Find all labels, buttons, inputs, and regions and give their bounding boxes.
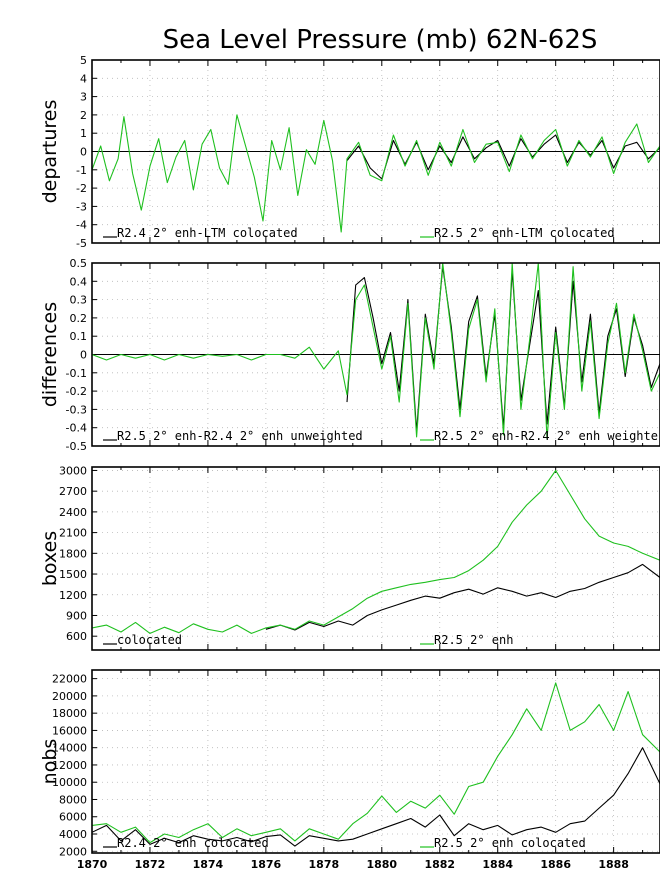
y-tick-label: 3000 xyxy=(59,464,87,477)
y-tick-label: -0.1 xyxy=(66,367,87,380)
chart-panels: -5 -4 -3 -2 -1 0 1 2 3 4 5 departures R2.4 2° enh-LT… xyxy=(39,54,660,871)
y-tick-label: 1500 xyxy=(59,568,87,581)
series-line-a xyxy=(265,563,660,631)
y-axis-label: boxes xyxy=(39,531,61,586)
y-tick-label: 0.4 xyxy=(70,275,88,288)
x-tick-label: 1876 xyxy=(251,858,282,871)
y-tick-label: 8000 xyxy=(59,793,87,806)
legend-label: R2.5 2° enh-R2.4 2° enh unweighted xyxy=(117,429,363,443)
legend-label: R2.4 2° enh colocated xyxy=(117,836,269,850)
legend-label: R2.4 2° enh-LTM colocated xyxy=(117,226,298,240)
y-tick-label: 20000 xyxy=(52,690,87,703)
y-tick-label: 3 xyxy=(80,91,87,104)
y-tick-label: -0.5 xyxy=(66,440,87,453)
y-tick-label: -0.4 xyxy=(66,422,87,435)
y-tick-label: 16000 xyxy=(52,724,87,737)
y-tick-label: 4 xyxy=(80,72,87,85)
x-tick-label: 1888 xyxy=(598,858,629,871)
x-tick-label: 1874 xyxy=(193,858,224,871)
y-tick-label: 0.3 xyxy=(70,294,88,307)
y-tick-label: 4000 xyxy=(59,828,87,841)
x-tick-label: 1886 xyxy=(540,858,571,871)
y-tick-label: 0 xyxy=(80,349,87,362)
y-tick-label: 2700 xyxy=(59,485,87,498)
y-tick-label: 600 xyxy=(66,630,87,643)
legend-label: colocated xyxy=(117,633,182,647)
y-tick-label: 10000 xyxy=(52,776,87,789)
y-tick-label: 2000 xyxy=(59,845,87,858)
y-tick-label: 1200 xyxy=(59,589,87,602)
chart-panel-1: -5 -4 -3 -2 -1 0 1 2 3 4 5 departures R2.4 2° enh-LT… xyxy=(39,54,660,250)
y-tick-label: -1 xyxy=(76,164,87,177)
x-tick-label: 1878 xyxy=(309,858,340,871)
legend-label: R2.5 2° enh xyxy=(434,633,513,647)
series-line-b xyxy=(92,114,660,233)
chart-panel-2: -0.5 -0.4 -0.3 -0.2 -0.1 0 0.1 0.2 0.3 0.4 0.5 diff… xyxy=(39,257,660,453)
y-tick-label: 12000 xyxy=(52,759,87,772)
legend-label: R2.5 2° enh colocated xyxy=(434,836,586,850)
plot-frame xyxy=(91,669,660,854)
x-tick-label: 1872 xyxy=(135,858,166,871)
y-tick-label: -0.2 xyxy=(66,385,87,398)
x-tick-label: 1882 xyxy=(424,858,455,871)
y-tick-label: 14000 xyxy=(52,742,87,755)
y-tick-label: 5 xyxy=(80,54,87,67)
y-tick-label: -0.3 xyxy=(66,403,87,416)
series-line-b xyxy=(92,469,660,634)
plot-frame xyxy=(91,262,660,447)
y-tick-label: 0.5 xyxy=(70,257,88,270)
chart-title: Sea Level Pressure (mb) 62N-62S xyxy=(163,25,598,55)
y-tick-label: 0.2 xyxy=(70,312,88,325)
series-line-a xyxy=(92,747,660,847)
x-tick-label: 1880 xyxy=(366,858,397,871)
series-line-a xyxy=(346,266,660,432)
y-axis-label: departures xyxy=(39,100,61,204)
x-tick-label: 1870 xyxy=(77,858,108,871)
y-tick-label: -2 xyxy=(76,182,87,195)
plot-frame xyxy=(91,466,660,651)
y-axis-label: nobs xyxy=(39,739,61,785)
y-tick-label: 1 xyxy=(80,127,87,140)
chart-panel-4: 2000 4000 6000 8000 10000 12000 14000 16000 1800… xyxy=(39,669,660,871)
y-tick-label: 0 xyxy=(80,146,87,159)
y-tick-label: 18000 xyxy=(52,707,87,720)
y-tick-label: 0.1 xyxy=(70,330,88,343)
y-tick-label: 1800 xyxy=(59,547,87,560)
plot-frame xyxy=(91,59,660,244)
chart-panel-3: 600 900 1200 1500 1800 2100 2400 2700 3000 boxes c… xyxy=(39,464,660,651)
y-tick-label: -4 xyxy=(76,219,87,232)
legend-label: R2.5 2° enh-R2.4 2° enh weighte xyxy=(434,429,658,443)
y-tick-label: -3 xyxy=(76,200,87,213)
legend-label: R2.5 2° enh-LTM colocated xyxy=(434,226,615,240)
y-tick-label: 22000 xyxy=(52,673,87,686)
y-tick-label: 2400 xyxy=(59,506,87,519)
series-line-b xyxy=(92,682,660,844)
y-tick-label: 900 xyxy=(66,609,87,622)
x-tick-label: 1884 xyxy=(482,858,513,871)
y-tick-label: 2 xyxy=(80,109,87,122)
series-line-b xyxy=(92,263,660,440)
y-tick-label: -5 xyxy=(76,237,87,250)
y-tick-label: 6000 xyxy=(59,811,87,824)
y-axis-label: differences xyxy=(39,302,61,407)
y-tick-label: 2100 xyxy=(59,527,87,540)
